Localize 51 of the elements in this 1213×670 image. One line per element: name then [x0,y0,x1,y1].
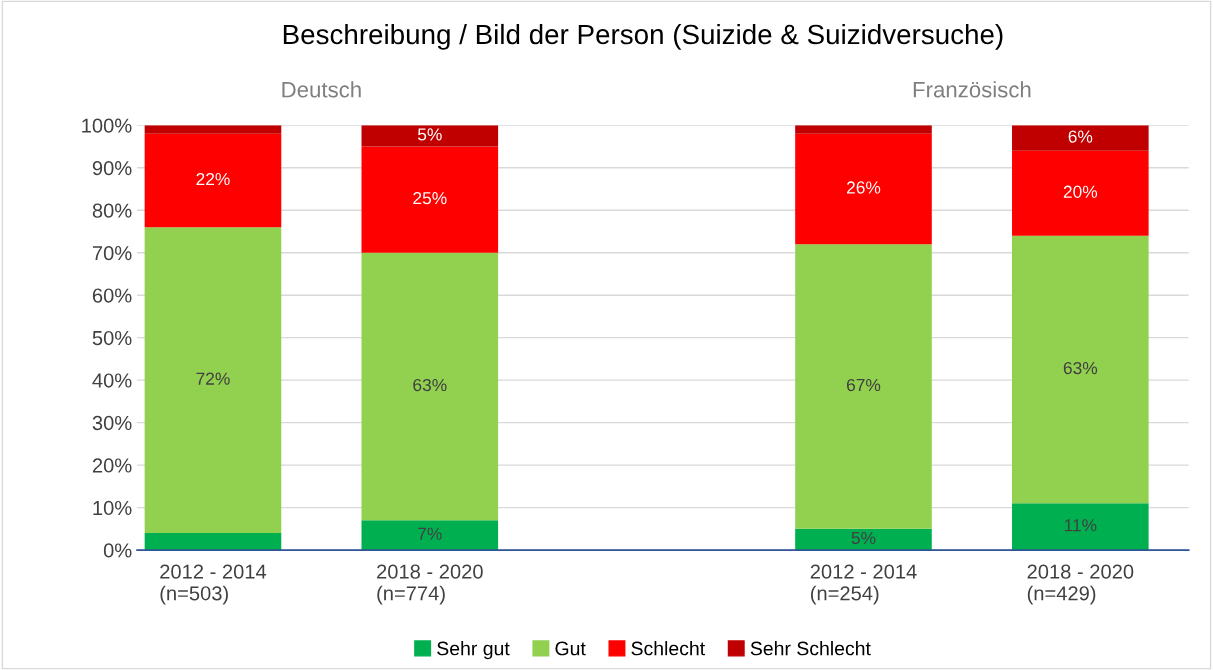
x-tick-label: 2018 - 2020 (n=429) [1027,564,1134,605]
y-tick-label: 50% [92,330,132,346]
bar [361,125,499,147]
bar [144,133,282,228]
y-tick-label: 80% [92,203,132,218]
text: Französisch [913,81,1031,98]
data-label: 63% [413,378,447,392]
bar [795,244,932,529]
bar [1012,235,1149,504]
data-label: 20% [1063,185,1098,198]
y-tick-label: 20% [92,458,132,473]
data-label: 5% [417,128,442,141]
bar [361,520,499,551]
bar [1012,150,1149,236]
bar [144,533,282,551]
bar [795,125,932,134]
bar [795,133,932,245]
legend-label: Sehr gut [437,641,510,660]
bar [795,528,932,551]
data-label: 22% [196,172,230,186]
chart-title: Beschreibung / Bild der Person (Suizide & Suizidversuche) [283,23,1003,50]
y-tick-label: 40% [92,373,132,388]
y-tick-label: 90% [92,161,132,176]
bar [144,125,282,134]
y-tick-label: 100% [82,118,132,133]
y-tick-label: 10% [93,500,132,516]
data-label: 26% [846,181,881,194]
y-tick-label: 60% [92,288,132,303]
bar [361,252,499,521]
legend-label: Sehr Schlecht [750,641,871,656]
data-label: 11% [1064,519,1097,532]
data-label: 72% [196,372,230,385]
x-tick-label: 2012 - 2014 (n=254) [810,564,917,605]
bar [361,146,499,253]
x-tick-label: 2012 - 2014 (n=503) [160,564,267,605]
data-label: 67% [846,378,881,392]
data-label: 63% [1063,361,1098,375]
bar [144,227,282,534]
legend-label: Gut [555,641,586,656]
data-label: 5% [851,531,876,545]
data-label: 7% [418,527,442,540]
text: Deutsch [282,81,361,98]
data-label: 25% [413,191,447,205]
legend-label: Schlecht [631,641,705,656]
y-tick-label: 70% [92,245,132,261]
bar [1012,125,1149,151]
x-tick-label: 2018 - 2020 (n=774) [377,564,483,605]
y-tick-label: 0% [103,543,132,558]
bar [1012,503,1149,551]
data-label: 6% [1068,130,1093,143]
y-tick-label: 30% [92,415,132,431]
